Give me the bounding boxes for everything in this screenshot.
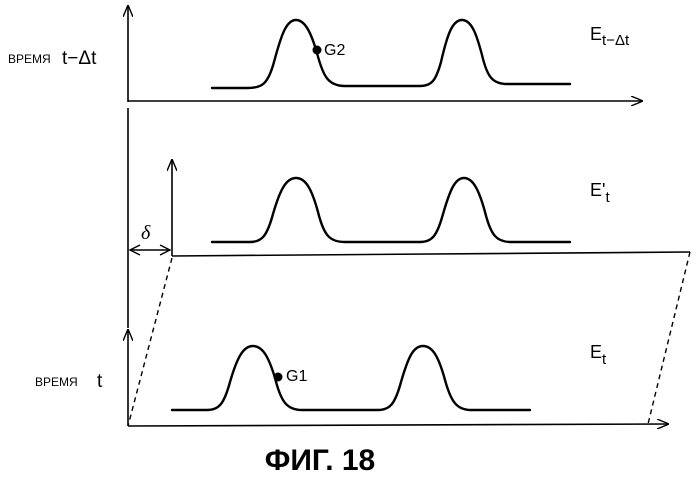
- bottom-x-axis: [128, 424, 668, 426]
- middle-signal-label: E't: [590, 180, 610, 206]
- figure-caption: ФИГ. 18: [265, 444, 375, 477]
- panel-top: ВРЕМЯ t−Δt G2 Et−Δt: [8, 6, 642, 102]
- bottom-time-var: t: [97, 371, 103, 392]
- bottom-point-g1: [274, 373, 283, 382]
- top-point-label: G2: [324, 42, 345, 59]
- top-time-word: ВРЕМЯ: [8, 52, 51, 66]
- dashed-connector-right: [648, 252, 690, 424]
- bottom-signal-label: Et: [590, 342, 607, 368]
- top-signal-label: Et−Δt: [590, 24, 630, 49]
- dashed-connector-left: [128, 258, 172, 426]
- bottom-point-label: G1: [286, 368, 307, 385]
- top-point-g2: [313, 46, 322, 55]
- bottom-time-word: ВРЕМЯ: [35, 375, 78, 389]
- top-time-var: t−Δt: [62, 48, 97, 69]
- offset-label: δ: [141, 222, 151, 244]
- top-signal-curve: [212, 20, 570, 88]
- panel-middle: δ E't: [128, 108, 690, 328]
- bottom-signal-curve: [172, 346, 530, 410]
- middle-signal-curve: [212, 178, 570, 242]
- middle-x-axis: [172, 252, 690, 256]
- panel-bottom: ВРЕМЯ t G1 Et: [35, 330, 668, 426]
